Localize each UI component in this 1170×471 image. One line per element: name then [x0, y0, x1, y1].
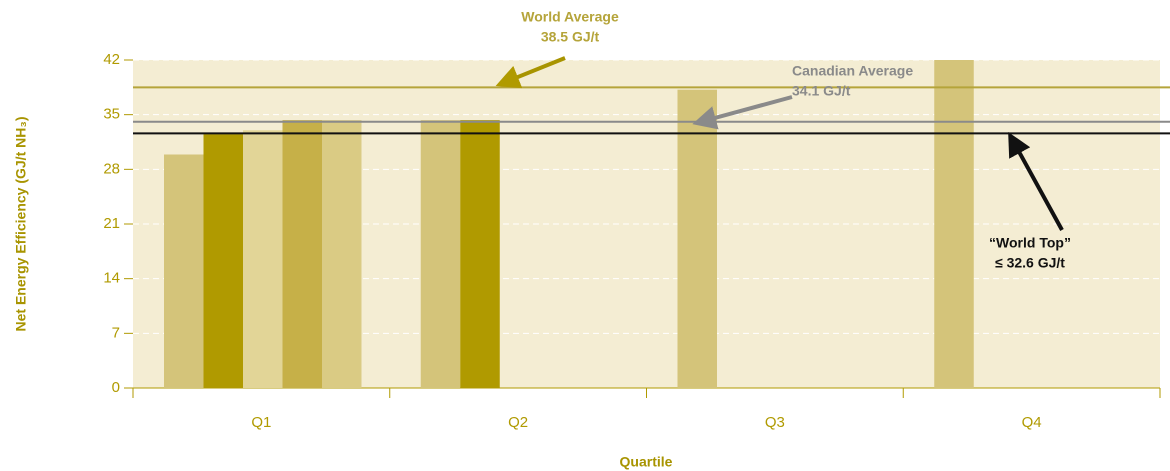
- annotation: Canadian Average: [792, 63, 913, 79]
- bar: [322, 120, 362, 388]
- x-tick-label: Q4: [1022, 414, 1042, 431]
- x-tick-label: Q3: [765, 414, 785, 431]
- x-axis-title: Quartile: [620, 454, 673, 470]
- y-tick-label: 35: [103, 106, 120, 123]
- bar: [203, 134, 243, 388]
- y-axis-title: Net Energy Efficiency (GJ/t NH₃): [13, 117, 29, 332]
- annotation-arrow: [692, 95, 793, 130]
- y-tick-label: 42: [103, 51, 120, 68]
- bar: [677, 89, 717, 388]
- annotation-arrow: [495, 56, 566, 89]
- bar: [934, 60, 974, 388]
- bar: [164, 154, 204, 388]
- y-tick-label: 14: [103, 270, 120, 287]
- bar: [460, 120, 500, 388]
- x-tick-label: Q2: [508, 414, 528, 431]
- bar: [420, 120, 461, 388]
- annotation-arrow: [1008, 131, 1064, 231]
- annotation: 34.1 GJ/t: [792, 83, 851, 99]
- y-tick-label: 0: [112, 379, 120, 396]
- annotation: World Average: [521, 9, 619, 25]
- annotation: 38.5 GJ/t: [541, 29, 600, 45]
- bar: [243, 130, 283, 389]
- bar: [282, 120, 322, 388]
- y-tick-label: 21: [103, 215, 120, 232]
- y-tick-label: 7: [112, 324, 120, 341]
- annotation: ≤ 32.6 GJ/t: [995, 255, 1065, 271]
- x-tick-label: Q1: [251, 414, 271, 431]
- annotation: “World Top”: [989, 235, 1071, 251]
- y-tick-label: 28: [103, 160, 120, 177]
